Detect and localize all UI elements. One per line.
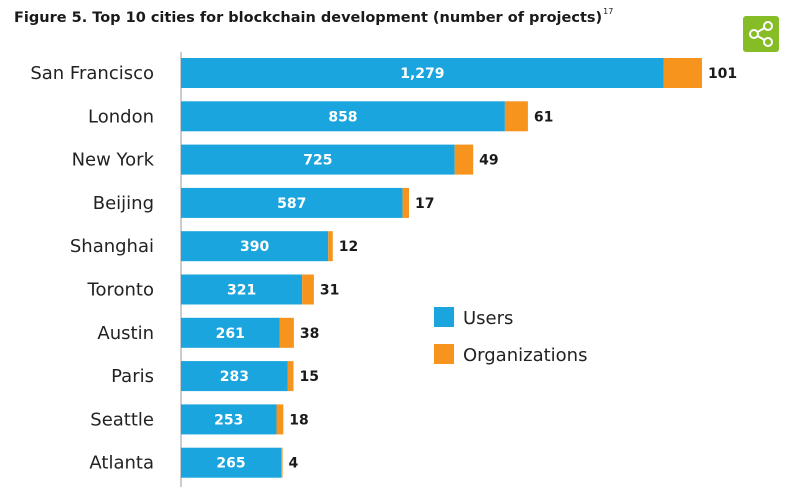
data-label-users-seattle: 253: [214, 412, 243, 428]
data-label-organizations-austin: 38: [300, 326, 319, 342]
category-label-austin: Austin: [97, 323, 154, 344]
bar-users-new-york: [181, 144, 455, 175]
category-label-toronto: Toronto: [87, 280, 154, 301]
data-label-users-atlanta: 265: [216, 456, 245, 472]
bar-users-austin: [181, 317, 280, 348]
data-label-users-austin: 261: [216, 326, 245, 342]
data-label-organizations-san-francisco: 101: [708, 66, 737, 82]
bar-users-san-francisco: [181, 58, 664, 88]
share-button[interactable]: [743, 16, 779, 52]
bar-users-paris: [181, 361, 288, 392]
data-label-users-new-york: 725: [303, 153, 332, 169]
bar-users-beijing: [181, 187, 403, 218]
bar-organizations-toronto: [302, 274, 314, 305]
category-label-seattle: Seattle: [90, 409, 154, 430]
chart-title: Figure 5. Top 10 cities for blockchain d…: [14, 7, 614, 26]
data-label-organizations-paris: 15: [299, 369, 318, 385]
title-footnote: 17: [603, 7, 614, 16]
data-label-organizations-shanghai: 12: [339, 239, 358, 255]
data-label-organizations-toronto: 31: [320, 283, 339, 299]
data-label-organizations-london: 61: [534, 109, 553, 125]
category-label-paris: Paris: [111, 366, 154, 387]
legend-label-organizations: Organizations: [463, 345, 587, 366]
data-label-users-paris: 283: [220, 369, 249, 385]
data-label-users-san-francisco: 1,279: [400, 66, 444, 82]
data-label-organizations-beijing: 17: [415, 196, 434, 212]
bar-users-london: [181, 101, 505, 132]
category-label-london: London: [88, 106, 154, 127]
data-label-users-beijing: 587: [277, 196, 306, 212]
data-label-users-shanghai: 390: [240, 239, 269, 255]
category-label-new-york: New York: [72, 150, 155, 171]
legend: Users Organizations: [434, 307, 587, 366]
bar-organizations-seattle: [276, 404, 284, 435]
legend-swatch-organizations: [434, 344, 454, 364]
bar-organizations-new-york: [454, 144, 474, 175]
share-icon: [749, 21, 773, 47]
legend-swatch-users: [434, 307, 454, 327]
bar-organizations-san-francisco: [663, 58, 702, 88]
data-label-organizations-new-york: 49: [479, 153, 498, 169]
bar-organizations-shanghai: [328, 231, 333, 262]
category-label-beijing: Beijing: [93, 193, 154, 214]
data-label-users-toronto: 321: [227, 283, 256, 299]
bar-organizations-austin: [279, 317, 294, 348]
bar-users-atlanta: [181, 447, 282, 478]
category-label-san-francisco: San Francisco: [30, 63, 154, 84]
bar-users-seattle: [181, 404, 277, 435]
data-label-organizations-atlanta: 4: [289, 456, 299, 472]
bar-organizations-paris: [287, 361, 294, 392]
legend-label-users: Users: [463, 308, 513, 329]
bar-organizations-beijing: [402, 187, 410, 218]
bar-users-shanghai: [181, 231, 329, 262]
bars-group: San Francisco 1,279 101 London 858 61 New York…: [30, 58, 737, 478]
bar-organizations-london: [504, 101, 528, 132]
data-label-users-london: 858: [328, 109, 357, 125]
category-label-shanghai: Shanghai: [70, 236, 154, 257]
chart-title-text: Figure 5. Top 10 cities for blockchain d…: [14, 9, 603, 26]
category-label-atlanta: Atlanta: [89, 453, 154, 474]
data-label-organizations-seattle: 18: [289, 412, 308, 428]
bar-users-toronto: [181, 274, 303, 305]
bar-organizations-atlanta: [281, 447, 283, 478]
